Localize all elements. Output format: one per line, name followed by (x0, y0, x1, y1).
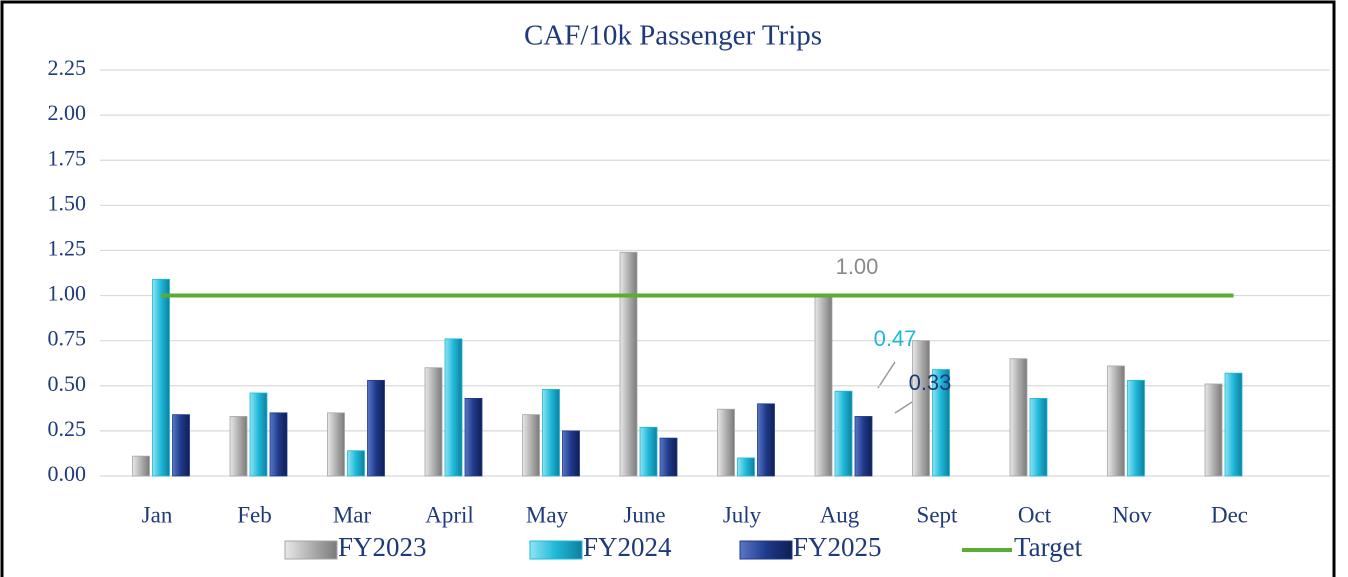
bar (444, 338, 463, 477)
bar (659, 437, 678, 477)
data-label: 0.47 (874, 326, 917, 351)
x-tick-label: Nov (1112, 502, 1152, 527)
bar (249, 392, 268, 477)
bar (367, 379, 385, 477)
bar (327, 412, 345, 477)
bar (542, 388, 560, 477)
bar (912, 340, 930, 477)
bar (814, 295, 833, 477)
bar (1204, 383, 1223, 477)
bar (1029, 398, 1048, 477)
y-tick-label: 1.50 (48, 190, 87, 215)
bar (172, 414, 190, 477)
leader-lines (877, 361, 913, 414)
bar (269, 412, 288, 477)
x-tick-label: Aug (820, 502, 860, 527)
bar (464, 398, 483, 477)
data-label: 1.00 (836, 254, 879, 279)
bar (639, 426, 658, 477)
bar (854, 416, 873, 477)
bar (834, 390, 853, 477)
bar (1127, 379, 1145, 477)
bar (1009, 358, 1028, 477)
bar (619, 251, 638, 477)
bar (737, 457, 755, 477)
bar (132, 455, 150, 477)
x-tick-label: Dec (1211, 502, 1248, 527)
y-tick-label: 0.00 (48, 461, 87, 486)
x-tick-label: Sept (917, 502, 959, 527)
legend-label: FY2023 (338, 532, 427, 562)
y-tick-label: 2.25 (48, 55, 87, 80)
bar (424, 367, 443, 477)
bar (1107, 365, 1125, 477)
bar (757, 403, 775, 477)
bar (522, 414, 540, 477)
data-label: 0.33 (909, 370, 952, 395)
y-tick-label: 1.25 (48, 235, 87, 260)
y-tick-label: 0.75 (48, 326, 87, 351)
x-tick-label: June (623, 502, 665, 527)
bar (717, 408, 735, 477)
bar (562, 430, 580, 477)
x-tick-label: May (526, 502, 569, 527)
chart-title: CAF/10k Passenger Trips (524, 20, 822, 52)
x-tick-label: July (723, 502, 762, 527)
leader-line (877, 361, 896, 389)
bar (229, 416, 248, 477)
legend-label: FY2025 (793, 532, 882, 562)
y-tick-label: 0.50 (48, 371, 87, 396)
x-tick-label: April (425, 502, 474, 527)
x-tick-label: Jan (142, 502, 173, 527)
y-tick-label: 2.00 (48, 100, 87, 125)
legend-swatch (284, 540, 338, 560)
x-tick-label: Mar (333, 502, 372, 527)
x-tick-label: Feb (237, 502, 272, 527)
legend-swatch (739, 540, 793, 560)
y-tick-label: 1.00 (48, 281, 87, 306)
x-tick-label: Oct (1018, 502, 1052, 527)
bar (1224, 372, 1243, 477)
bar (932, 369, 950, 477)
leader-line (894, 401, 913, 414)
bar (152, 278, 170, 477)
legend-swatch (529, 540, 583, 560)
y-tick-label: 1.75 (48, 145, 87, 170)
legend-label: FY2024 (583, 532, 672, 562)
legend-label: Target (1014, 532, 1083, 562)
bar (347, 450, 365, 477)
y-tick-label: 0.25 (48, 416, 87, 441)
